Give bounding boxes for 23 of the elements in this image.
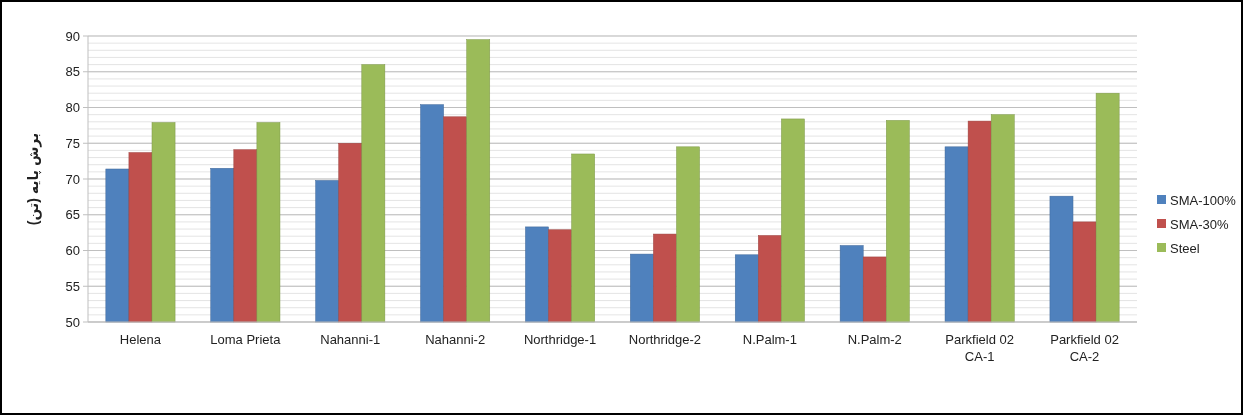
x-tick-label: N.Palm-1 (742, 332, 797, 347)
y-tick-label: 70 (65, 171, 80, 187)
y-axis-title: برش پایه (تن) (25, 132, 42, 226)
x-tick-label: Northridge-2 (628, 332, 702, 347)
legend-label: SMA-100% (1170, 192, 1237, 208)
y-tick-label: 50 (65, 314, 80, 330)
x-tick-label: N.Palm-2 (847, 332, 902, 347)
y-tick-label: 75 (65, 135, 80, 151)
y-tick-label: 90 (65, 28, 80, 44)
x-tick-label: Parkfield 02 CA-1 (945, 332, 1014, 364)
y-tick-label: 60 (65, 243, 80, 259)
x-tick-label: Loma Prieta (210, 332, 282, 347)
x-tick-label: Nahanni-1 (320, 332, 381, 347)
y-tick-label: 65 (65, 207, 80, 223)
legend-label: SMA-30% (1170, 216, 1229, 232)
y-tick-label: 55 (65, 278, 80, 294)
x-tick-label: Northridge-1 (523, 332, 597, 347)
x-tick-label: Helena (119, 332, 162, 347)
y-tick-label: 80 (65, 100, 80, 116)
y-tick-label: 85 (65, 64, 80, 80)
x-tick-label: Nahanni-2 (425, 332, 486, 347)
legend-label: Steel (1170, 240, 1200, 256)
x-tick-label: Parkfield 02 CA-2 (1050, 332, 1119, 364)
